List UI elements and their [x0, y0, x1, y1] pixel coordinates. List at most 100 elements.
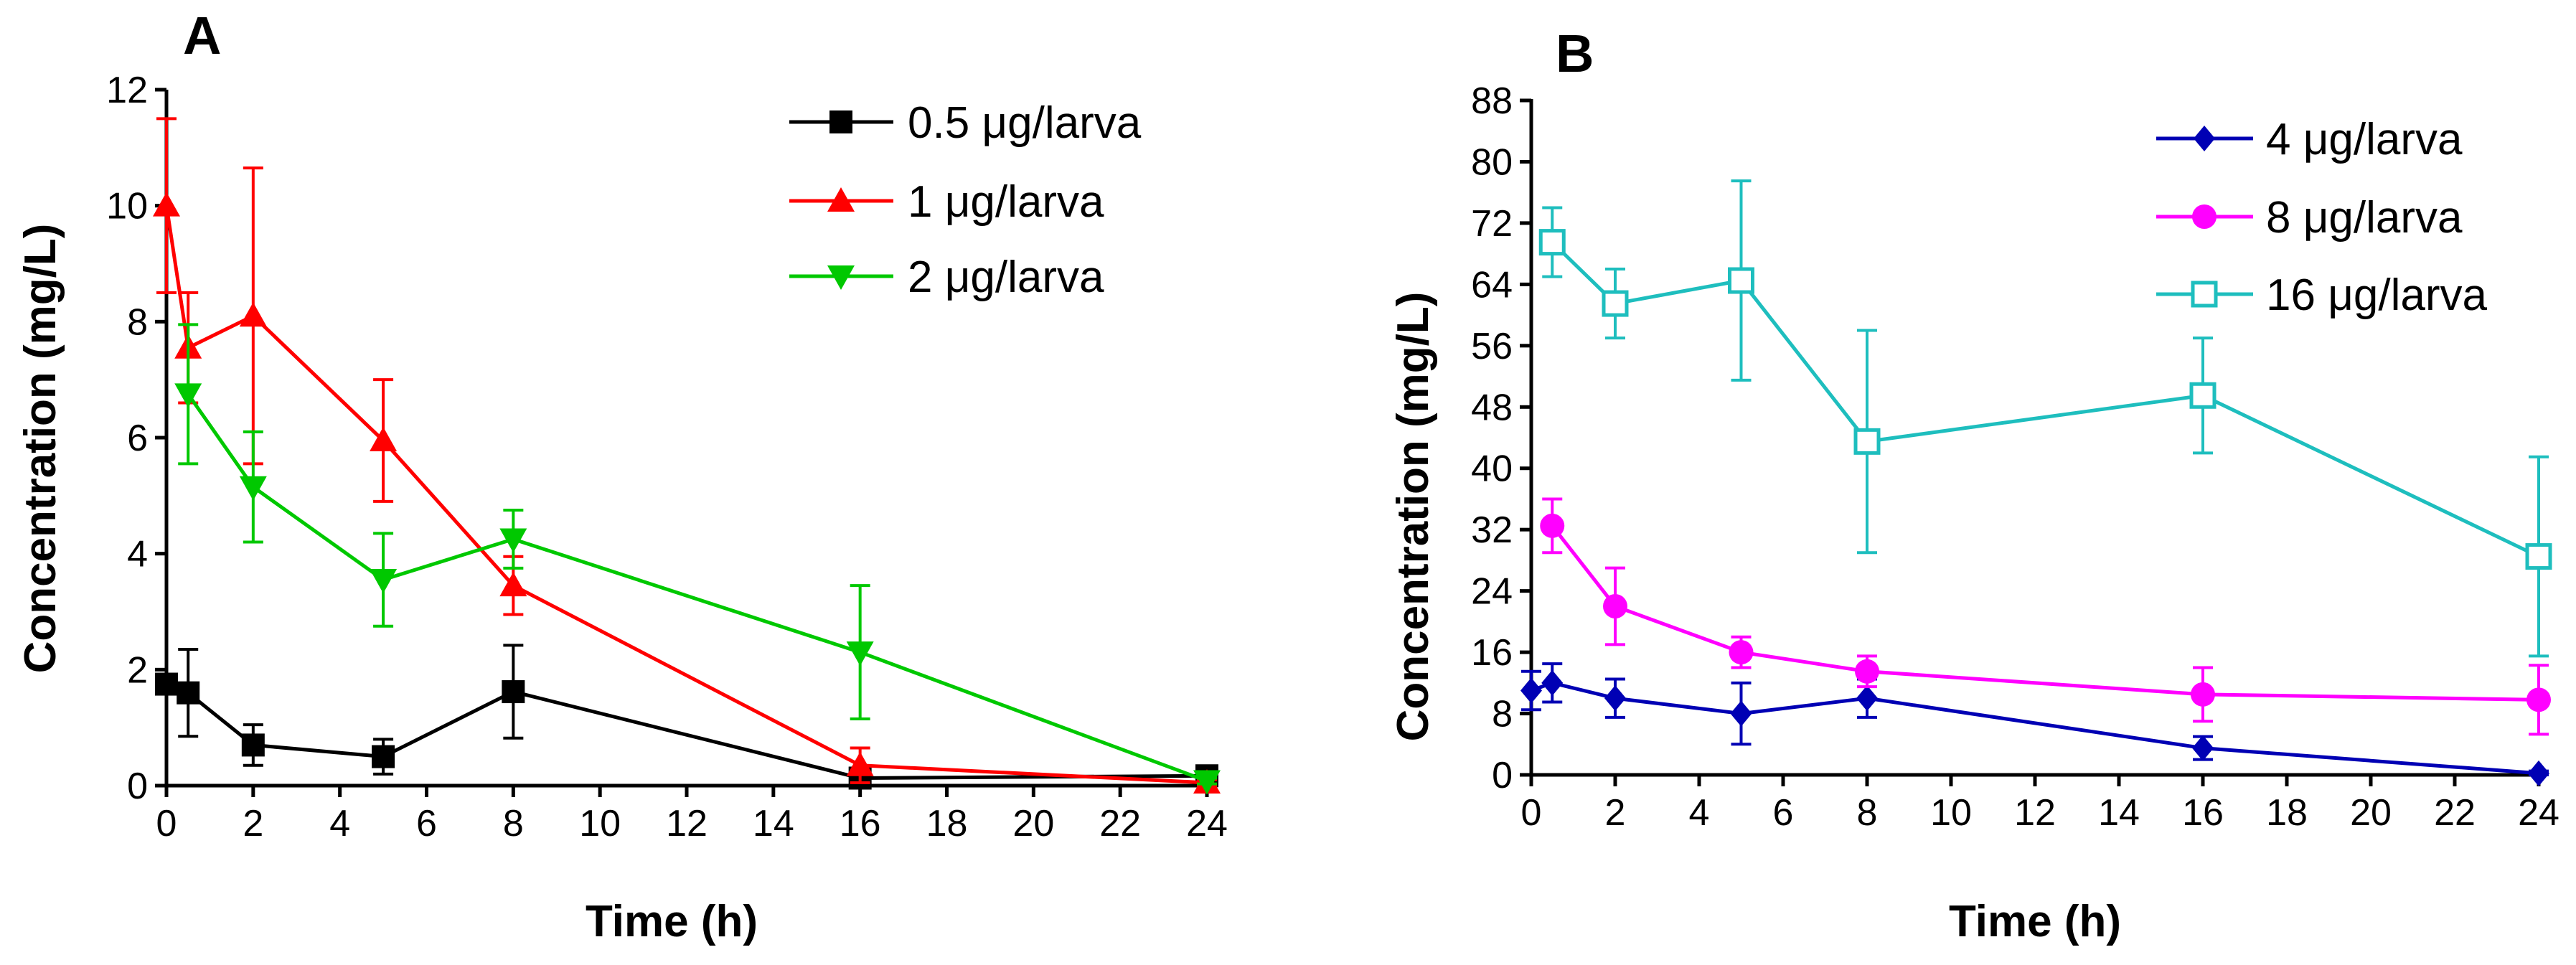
panel-a-series-2-point-1 — [239, 476, 267, 501]
panel-a-series-2-point-2 — [370, 569, 398, 594]
panel-b-legend-marker-shape-1 — [2192, 204, 2217, 229]
panel-b-y-tick-label-6: 48 — [1471, 387, 1513, 428]
panel-a-series-2 — [174, 323, 1221, 795]
panel-b-series-0-point-3 — [1730, 700, 1752, 727]
panel-b-x-tick-label-10: 20 — [2350, 792, 2392, 834]
panel-a-series-0-point-3 — [372, 745, 395, 768]
panel-b-legend-label-0: 4 μg/larva — [2266, 115, 2463, 164]
panel-a-series-0 — [155, 644, 1218, 790]
panel-a-y-tick-label-1: 2 — [127, 649, 148, 691]
panel-b-x-tick-label-3: 6 — [1773, 792, 1794, 834]
panel-b-series-2-point-2 — [1728, 267, 1754, 294]
panel-a-legend-marker-shape-1 — [827, 187, 855, 212]
panel-a-series-2-point-5 — [1193, 770, 1221, 795]
panel-a-legend-marker-1 — [827, 187, 855, 212]
panel-b: B Concentration (mg/L) Time (h) 08162432… — [1388, 24, 2559, 946]
panel-a-y-tick-label-2: 4 — [127, 534, 148, 575]
panel-a-y-axis-title: Concentration (mg/L) — [16, 224, 65, 674]
panel-b-legend-entry-0: 4 μg/larva — [2156, 115, 2463, 164]
panel-b-series-1-point-4 — [2191, 682, 2215, 707]
panel-b-y-tick-label-0: 0 — [1492, 755, 1513, 796]
panel-a-series-0-point-1 — [177, 681, 200, 705]
panel-a-x-tick-label-10: 20 — [1012, 803, 1054, 844]
panel-b-series-1-point-1 — [1603, 594, 1627, 618]
panel-a-y-tick-label-5: 10 — [106, 186, 148, 227]
panel-a-letter: A — [183, 6, 221, 65]
panel-b-legend-marker-shape-2 — [2191, 281, 2218, 308]
panel-a-series-0-line — [166, 682, 1208, 780]
panel-a-x-tick-label-4: 8 — [503, 803, 524, 844]
panel-a-legend-marker-shape-2 — [827, 265, 855, 290]
panel-b-x-axis-title: Time (h) — [1949, 897, 2121, 946]
panel-a-series-2-point-0 — [174, 383, 202, 408]
panel-b-legend-label-2: 16 μg/larva — [2266, 270, 2488, 320]
panel-b-legend-marker-shape-0 — [2194, 126, 2215, 151]
panel-b-series-1-point-2 — [1729, 640, 1754, 665]
panel-b-x-tick-label-9: 18 — [2266, 792, 2308, 834]
panel-b-series-1-point-5 — [2526, 687, 2551, 712]
panel-b-y-tick-label-2: 16 — [1471, 632, 1513, 674]
panel-b-y-tick-label-1: 8 — [1492, 694, 1513, 735]
panel-b-y-tick-label-5: 40 — [1471, 448, 1513, 490]
panel-b-series-2-point-0 — [1538, 229, 1566, 256]
panel-a-series-0-point-4 — [502, 680, 525, 704]
panel-b-legend-entry-1: 8 μg/larva — [2156, 193, 2463, 243]
panel-a-series-1-point-4 — [499, 572, 527, 597]
panel-a-x-tick-label-9: 18 — [926, 803, 968, 844]
panel-b-series-1-point-0 — [1540, 513, 1565, 538]
panel-a-x-tick-label-12: 24 — [1186, 803, 1228, 844]
panel-b-x-tick-label-6: 12 — [2014, 792, 2056, 834]
panel-b-letter: B — [1556, 24, 1594, 83]
panel-a-x-tick-label-2: 4 — [329, 803, 350, 844]
panel-a-x-tick-label-11: 22 — [1099, 803, 1141, 844]
panel-a-legend: 0.5 μg/larva 1 μg/larva 2 μg/larva — [789, 98, 1142, 302]
panel-b-legend-marker-2 — [2191, 281, 2218, 308]
panel-a-series-1-point-0 — [153, 192, 180, 217]
panel-b-y-tick-label-3: 24 — [1471, 571, 1513, 613]
panel-b-legend: 4 μg/larva 8 μg/larva 16 μg/larva — [2156, 115, 2488, 320]
panel-b-series-0-point-5 — [2192, 735, 2214, 761]
panel-b-series-0-point-1 — [1541, 669, 1564, 696]
panel-b-y-tick-label-10: 80 — [1471, 141, 1513, 183]
panel-a-series-1-point-3 — [370, 427, 398, 452]
panel-a-x-tick-label-0: 0 — [156, 803, 177, 844]
panel-a-x-tick-label-1: 2 — [243, 803, 263, 844]
panel-a-y-tick-label-0: 0 — [127, 766, 148, 807]
panel-b-y-tick-label-11: 88 — [1471, 80, 1513, 122]
panel-a-x-tick-label-8: 16 — [840, 803, 881, 844]
panel-b-series-0-point-2 — [1604, 685, 1626, 712]
panel-b-series-2-point-4 — [2189, 382, 2217, 409]
panel-b-y-tick-label-9: 72 — [1471, 203, 1513, 245]
panel-a-x-tick-label-7: 14 — [753, 803, 794, 844]
panel-b-x-tick-label-5: 10 — [1930, 792, 1972, 834]
panel-b-series-1 — [1540, 497, 2551, 736]
panel-b-x-tick-label-11: 22 — [2434, 792, 2476, 834]
panel-a: A Concentration (mg/L) Time (h) 02468101… — [16, 6, 1228, 946]
panel-a-y-tick-label-6: 12 — [106, 70, 148, 111]
panel-b-legend-marker-0 — [2194, 126, 2215, 151]
panel-b-y-tick-label-8: 64 — [1471, 264, 1513, 306]
panel-a-x-tick-label-5: 10 — [579, 803, 621, 844]
panel-a-y-tick-label-4: 8 — [127, 301, 148, 343]
panel-a-series-2-point-3 — [499, 528, 527, 553]
panel-a-legend-marker-2 — [827, 265, 855, 290]
panel-a-legend-marker-0 — [829, 110, 852, 133]
panel-b-x-tick-label-8: 16 — [2182, 792, 2224, 834]
panel-b-x-tick-label-2: 4 — [1689, 792, 1710, 834]
panel-a-x-axis-title: Time (h) — [586, 897, 758, 946]
panel-a-x-tick-label-6: 12 — [666, 803, 708, 844]
panel-b-series-0-point-6 — [2528, 760, 2549, 786]
panel-a-series-0-point-0 — [155, 672, 178, 696]
panel-a-legend-label-0: 0.5 μg/larva — [908, 98, 1142, 148]
panel-a-y-tick-label-3: 6 — [127, 418, 148, 459]
panel-a-series-0-point-2 — [241, 733, 265, 757]
panel-b-x-tick-label-7: 14 — [2098, 792, 2140, 834]
panel-b-series-1-line — [1551, 524, 2539, 702]
panel-a-series-1-point-5 — [846, 751, 874, 776]
panel-a-legend-label-1: 1 μg/larva — [908, 177, 1104, 227]
panel-b-y-tick-label-4: 32 — [1471, 509, 1513, 551]
panel-a-legend-entry-2: 2 μg/larva — [789, 253, 1104, 302]
panel-b-series-2-point-5 — [2525, 543, 2552, 570]
panel-b-series-0 — [1520, 662, 2549, 786]
